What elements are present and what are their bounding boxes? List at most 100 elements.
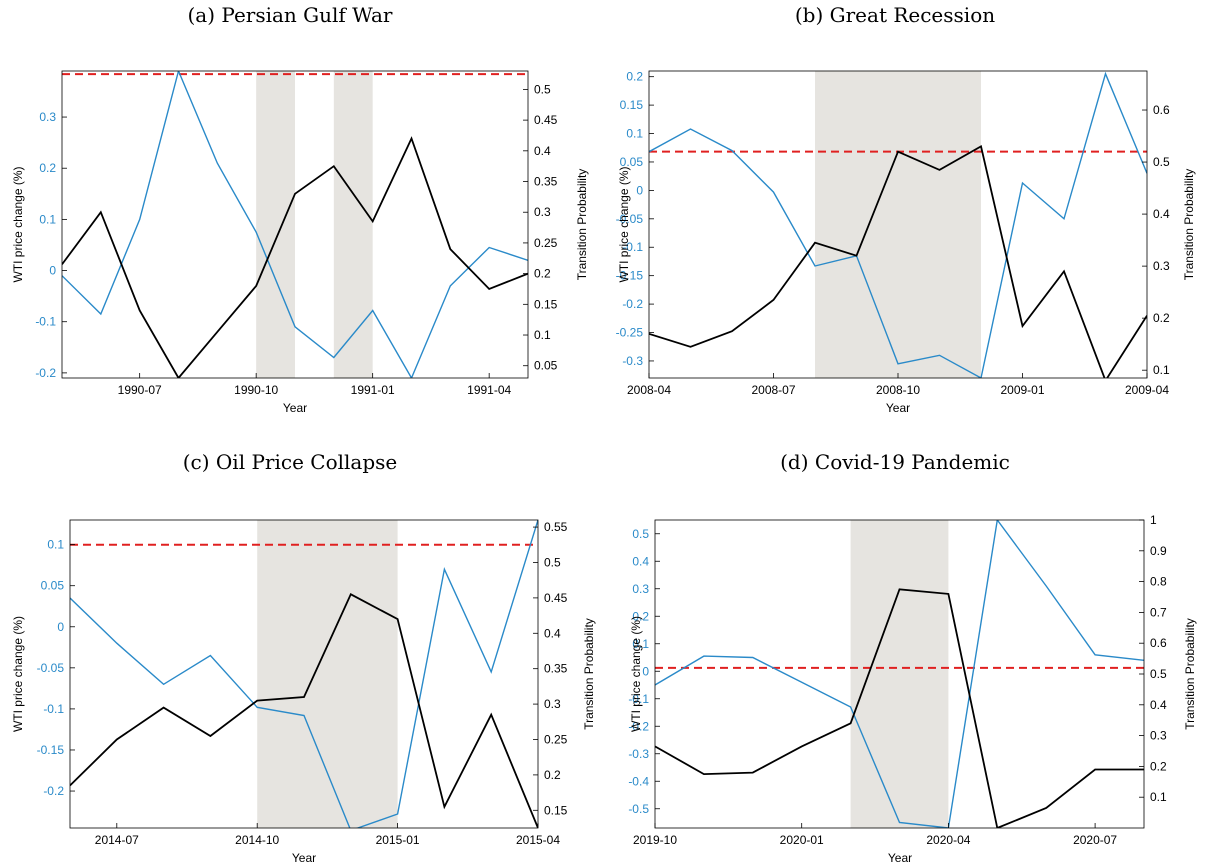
shaded-region [815, 71, 981, 378]
x-tick-label: 2020-01 [780, 833, 824, 847]
y-axis-label-right: Transition Probability [1182, 169, 1196, 281]
x-tick-label: 2020-04 [926, 833, 970, 847]
x-tick-label: 2019-10 [633, 833, 677, 847]
y-tick-label-left: -0.25 [616, 326, 644, 340]
x-axis-label: Year [283, 401, 307, 415]
y-tick-label-right: 0.5 [1153, 155, 1170, 169]
y-tick-label-right: 0.15 [534, 297, 558, 311]
y-tick-label-left: -0.15 [37, 743, 65, 757]
y-tick-label-left: -0.2 [43, 784, 64, 798]
y-tick-label-right: 0.5 [1150, 667, 1167, 681]
x-tick-label: 2008-07 [751, 383, 795, 397]
y-tick-label-right: 0.3 [1150, 729, 1167, 743]
panel-great-recession: (b) Great Recession 0.2 0.15 0.1 0.05 0 -0.05… [616, 3, 1196, 415]
y-tick-label-left: -0.4 [628, 774, 649, 788]
y-tick-label-left: -0.3 [628, 747, 649, 761]
shaded-region [256, 71, 295, 378]
y-tick-label-right: 0.3 [544, 697, 561, 711]
y-tick-label-right: 0.1 [534, 328, 551, 342]
panel-oil-price-collapse: (c) Oil Price Collapse 0.1 0.05 0 -0.05 -0.1… [11, 450, 596, 865]
shaded-region [257, 520, 397, 828]
y-tick-label-right: 0.35 [534, 175, 558, 189]
y-tick-label-right: 0.2 [534, 267, 551, 281]
y-tick-label-left: 0 [57, 620, 64, 634]
y-tick-label-left: 0.05 [41, 579, 65, 593]
y-tick-label-right: 0.3 [534, 205, 551, 219]
y-tick-label-right: 0.2 [544, 768, 561, 782]
x-axis-label: Year [888, 851, 912, 865]
shaded-region [851, 520, 949, 828]
x-tick-label: 1991-01 [351, 383, 395, 397]
y-tick-label-left: 0.2 [626, 70, 643, 84]
y-tick-label-right: 0.5 [534, 82, 551, 96]
y-tick-label-right: 0.4 [544, 626, 561, 640]
y-tick-label-right: 0.6 [1150, 636, 1167, 650]
y-tick-label-left: 0.4 [632, 554, 649, 568]
y-tick-label-right: 0.1 [1150, 790, 1167, 804]
y-tick-label-right: 0.4 [1150, 698, 1167, 712]
y-tick-label-right: 0.3 [1153, 259, 1170, 273]
x-tick-label: 2020-07 [1073, 833, 1117, 847]
y-tick-label-right: 0.35 [544, 662, 568, 676]
y-tick-label-right: 0.7 [1150, 605, 1167, 619]
y-tick-label-right: 0.45 [544, 591, 568, 605]
y-tick-label-right: 0.45 [534, 113, 558, 127]
y-axis-label-left: WTI price change (%) [629, 616, 643, 732]
y-tick-label-left: 0 [636, 183, 643, 197]
y-tick-label-right: 0.55 [544, 520, 568, 534]
x-tick-label: 2015-01 [376, 833, 420, 847]
panel-covid-19-pandemic: (d) Covid-19 Pandemic 0.5 0.4 0.3 0.2 0.1 0 -0… [628, 450, 1197, 865]
y-axis-label-left: WTI price change (%) [11, 166, 25, 282]
y-tick-label-left: -0.5 [628, 802, 649, 816]
x-tick-label: 2015-04 [516, 833, 560, 847]
x-tick-label: 1991-04 [467, 383, 511, 397]
y-tick-label-left: 0 [642, 664, 649, 678]
y-tick-label-left: -0.2 [35, 366, 56, 380]
y-tick-label-left: 0.1 [626, 127, 643, 141]
shaded-region [334, 71, 373, 378]
y-tick-label-right: 0.2 [1150, 759, 1167, 773]
y-axis-label-right: Transition Probability [582, 618, 596, 730]
y-tick-label-left: 0.3 [632, 582, 649, 596]
x-tick-label: 2008-04 [627, 383, 671, 397]
y-tick-label-right: 1 [1150, 513, 1157, 527]
y-tick-label-right: 0.6 [1153, 103, 1170, 117]
y-tick-label-left: 0.1 [39, 212, 56, 226]
x-tick-label: 2009-04 [1125, 383, 1169, 397]
y-axis-label-left: WTI price change (%) [11, 616, 25, 732]
x-tick-label: 1990-10 [234, 383, 278, 397]
y-tick-label-right: 0.25 [544, 732, 568, 746]
x-tick-label: 1990-07 [118, 383, 162, 397]
y-tick-label-right: 0.25 [534, 236, 558, 250]
x-axis-label: Year [886, 401, 910, 415]
y-tick-label-left: -0.3 [622, 354, 643, 368]
x-tick-label: 2014-07 [95, 833, 139, 847]
y-tick-label-left: 0.5 [632, 527, 649, 541]
y-axis-label-right: Transition Probability [575, 169, 589, 281]
y-tick-label-left: -0.05 [37, 661, 65, 675]
y-tick-label-right: 0.4 [1153, 207, 1170, 221]
panel-title: (a) Persian Gulf War [188, 3, 393, 27]
y-tick-label-left: -0.2 [622, 297, 643, 311]
panel-persian-gulf-war: (a) Persian Gulf War 0.3 0.2 0.1 0 -0.1 -0.2 0… [11, 3, 589, 415]
panel-title: (b) Great Recession [795, 3, 995, 27]
panel-title: (c) Oil Price Collapse [183, 450, 397, 474]
y-tick-label-right: 0.1 [1153, 363, 1170, 377]
y-axis-label-right: Transition Probability [1183, 618, 1197, 730]
panel-title: (d) Covid-19 Pandemic [780, 450, 1010, 474]
y-tick-label-right: 0.4 [534, 144, 551, 158]
x-axis-label: Year [292, 851, 316, 865]
x-tick-label: 2009-01 [1000, 383, 1044, 397]
y-tick-label-left: -0.1 [43, 702, 64, 716]
y-tick-label-right: 0.8 [1150, 575, 1167, 589]
y-tick-label-right: 0.05 [534, 359, 558, 373]
x-tick-label: 2008-10 [876, 383, 920, 397]
y-tick-label-right: 0.9 [1150, 544, 1167, 558]
y-tick-label-left: 0 [49, 264, 56, 278]
y-tick-label-left: 0.1 [47, 538, 64, 552]
y-tick-label-left: 0.2 [39, 161, 56, 175]
x-tick-label: 2014-10 [235, 833, 279, 847]
y-axis-label-left: WTI price change (%) [617, 166, 631, 282]
y-tick-label-right: 0.2 [1153, 311, 1170, 325]
